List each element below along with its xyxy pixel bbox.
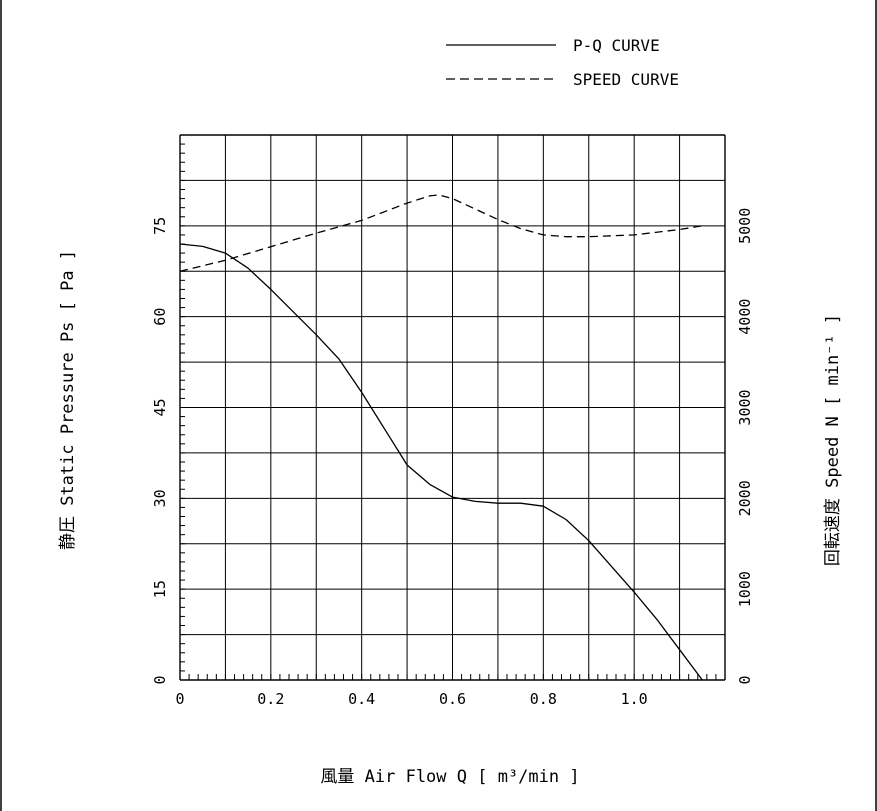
x-minor-ticks [179,134,726,681]
y-left-tick-label: 15 [151,580,169,598]
y-right-axis-title: 回転速度 Speed N [ min⁻¹ ] [823,314,843,566]
y-left-tick-labels: 0 15 30 45 60 75 [151,217,169,685]
x-tick-labels: 0 0.2 0.4 0.6 0.8 1.0 [175,690,647,708]
pq-curve-line [179,243,703,681]
legend-pq-label: P-Q CURVE [573,36,660,55]
speed-curve-line [179,194,703,272]
x-tick-label: 0.6 [439,690,466,708]
y-right-tick-label: 3000 [736,389,754,425]
y-right-tick-label: 5000 [736,208,754,244]
y-right-tick-label: 0 [736,675,754,684]
y-left-tick-label: 0 [151,675,169,684]
plot-grid [179,134,726,681]
x-axis-title: 風量 Air Flow Q [ m³/min ] [320,767,579,787]
y-left-tick-label: 30 [151,489,169,507]
y-left-tick-label: 45 [151,398,169,416]
legend-speed-label: SPEED CURVE [573,70,679,89]
y-right-tick-label: 4000 [736,299,754,335]
y-left-tick-label: 75 [151,217,169,235]
y-right-tick-labels: 0 1000 2000 3000 4000 5000 [736,208,754,685]
x-tick-label: 1.0 [621,690,648,708]
legend: P-Q CURVE SPEED CURVE [446,36,679,89]
y-right-tick-label: 2000 [736,480,754,516]
y-left-tick-label: 60 [151,308,169,326]
x-tick-label: 0.2 [257,690,284,708]
y-right-tick-label: 1000 [736,571,754,607]
x-tick-label: 0.8 [530,690,557,708]
x-tick-label: 0 [175,690,184,708]
y-left-axis-title: 静圧 Static Pressure Ps [ Pa ] [58,250,78,550]
series-lines [179,194,703,681]
x-tick-label: 0.4 [348,690,375,708]
